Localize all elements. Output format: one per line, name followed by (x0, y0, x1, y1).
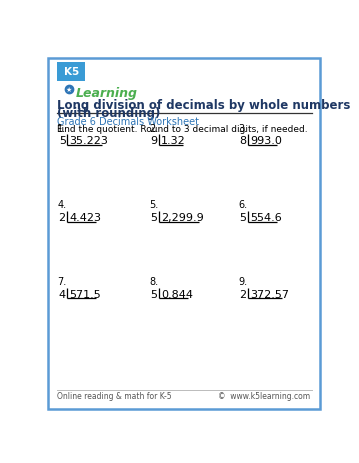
Text: 0.844: 0.844 (161, 289, 193, 300)
Text: 4: 4 (59, 289, 66, 300)
Text: 372.57: 372.57 (250, 289, 289, 300)
Text: 2: 2 (59, 213, 66, 223)
Text: ©  www.k5learning.com: © www.k5learning.com (219, 392, 311, 400)
Text: (with rounding): (with rounding) (57, 107, 161, 120)
Text: 993.0: 993.0 (250, 136, 282, 146)
Text: 6.: 6. (238, 200, 247, 210)
Text: 571.5: 571.5 (69, 289, 101, 300)
Text: 2: 2 (239, 289, 247, 300)
Text: 4.423: 4.423 (69, 213, 101, 223)
Text: 3.: 3. (238, 123, 247, 133)
Text: 1.32: 1.32 (161, 136, 186, 146)
Text: Online reading & math for K-5: Online reading & math for K-5 (57, 392, 172, 400)
Text: 554.6: 554.6 (250, 213, 282, 223)
Text: Learning: Learning (75, 87, 137, 100)
Text: 5: 5 (150, 289, 158, 300)
Text: 35.223: 35.223 (69, 136, 108, 146)
Text: 8.: 8. (149, 276, 158, 287)
Text: 2.: 2. (149, 123, 158, 133)
Text: 5: 5 (150, 213, 158, 223)
Bar (57, 63, 85, 82)
Text: 5.: 5. (149, 200, 158, 210)
Text: 9: 9 (150, 136, 158, 146)
Text: 2,299.9: 2,299.9 (161, 213, 204, 223)
Text: 8: 8 (239, 136, 247, 146)
Text: 9.: 9. (238, 276, 247, 287)
Text: 5: 5 (59, 136, 66, 146)
Text: Grade 6 Decimals Worksheet: Grade 6 Decimals Worksheet (57, 117, 199, 127)
Text: 5: 5 (239, 213, 247, 223)
Text: K5: K5 (64, 67, 79, 77)
Text: ★: ★ (65, 87, 72, 93)
Text: Long division of decimals by whole numbers: Long division of decimals by whole numbe… (57, 98, 351, 111)
Text: Find the quotient. Round to 3 decimal digits, if needed.: Find the quotient. Round to 3 decimal di… (57, 125, 308, 134)
Text: 7.: 7. (57, 276, 67, 287)
Text: 4.: 4. (57, 200, 66, 210)
Text: 1.: 1. (57, 123, 66, 133)
